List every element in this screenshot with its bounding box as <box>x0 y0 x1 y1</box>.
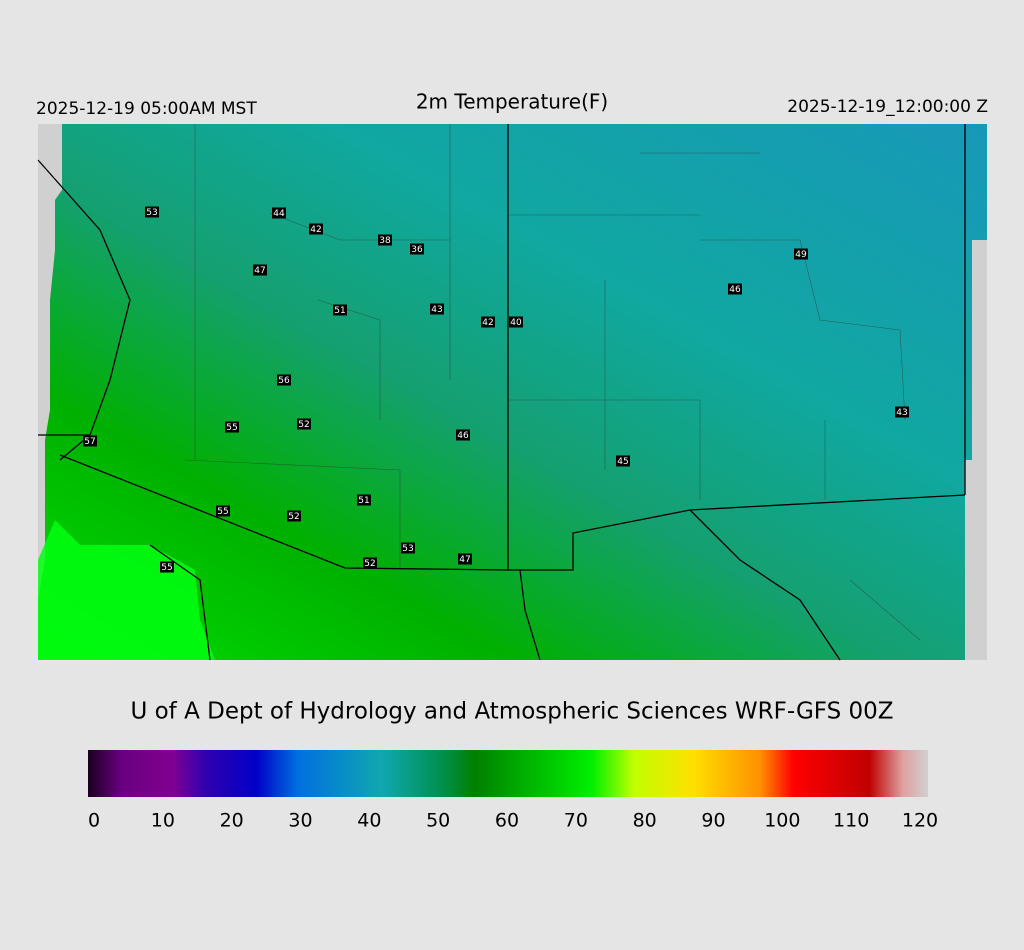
station-value: 47 <box>254 266 265 276</box>
colorbar-tick-label: 110 <box>833 810 869 832</box>
station-box <box>401 542 415 554</box>
init-time: 2025-12-19_12:00:00 Z <box>787 97 988 117</box>
station-value: 55 <box>217 507 228 517</box>
colorbar-tick-label: 60 <box>495 810 519 832</box>
station-box <box>430 303 444 315</box>
station-box <box>277 374 291 386</box>
borders <box>37 124 966 661</box>
colorbar-tick-label: 50 <box>426 810 450 832</box>
station-value: 49 <box>795 250 807 260</box>
station-box <box>83 435 97 447</box>
county-lines <box>184 124 921 641</box>
colorbar <box>88 750 928 797</box>
station-box <box>458 553 472 565</box>
credit: U of A Dept of Hydrology and Atmospheric… <box>130 699 893 725</box>
colorbar-ticks: 0 10 20 30 40 50 60 70 80 90 100 110 120 <box>88 810 938 832</box>
station-value: 52 <box>364 559 375 569</box>
colorbar-tick-label: 30 <box>288 810 312 832</box>
station-value: 38 <box>379 236 391 246</box>
station-box <box>145 206 159 218</box>
station-value: 42 <box>482 318 493 328</box>
station-box <box>287 510 301 522</box>
warm-area <box>38 520 215 660</box>
station-value: 53 <box>402 544 413 554</box>
station-value: 42 <box>310 225 321 235</box>
colorbar-tick-label: 20 <box>220 810 244 832</box>
station-value: 46 <box>729 285 741 295</box>
station-box <box>272 207 286 219</box>
station-value: 52 <box>298 420 309 430</box>
map: 53 44 42 38 36 47 51 43 42 40 49 46 56 55 52 46 57 45 43 51… <box>37 124 987 661</box>
map-title: 2m Temperature(F) <box>416 90 608 114</box>
station-value: 51 <box>358 496 369 506</box>
station-value: 51 <box>334 306 345 316</box>
station-box <box>253 264 267 276</box>
valid-time: 2025-12-19 05:00AM MST <box>36 99 257 119</box>
station-box <box>216 505 230 517</box>
station-value: 46 <box>457 431 469 441</box>
station-box <box>509 316 523 328</box>
colorbar-tick-label: 40 <box>357 810 381 832</box>
station-value: 55 <box>226 423 237 433</box>
station-box <box>378 234 392 246</box>
station-box <box>363 557 377 569</box>
station-box <box>728 283 742 295</box>
station-box <box>481 316 495 328</box>
colorbar-tick-label: 120 <box>902 810 938 832</box>
station-box <box>456 429 470 441</box>
station-box <box>309 223 323 235</box>
station-box <box>357 494 371 506</box>
temperature-field <box>38 124 987 660</box>
station-box <box>616 455 630 467</box>
station-box <box>794 248 808 260</box>
station-value: 40 <box>510 318 522 328</box>
colorbar-tick-label: 10 <box>151 810 175 832</box>
colorbar-tick-label: 70 <box>564 810 588 832</box>
colorbar-tick-label: 0 <box>88 810 100 832</box>
station-value: 43 <box>896 408 907 418</box>
station-box <box>410 243 424 255</box>
station-value: 55 <box>161 563 172 573</box>
station-value: 43 <box>431 305 442 315</box>
station-value: 44 <box>273 209 285 219</box>
station-value: 52 <box>288 512 299 522</box>
station-box <box>225 421 239 433</box>
station-box <box>297 418 311 430</box>
station-value: 56 <box>278 376 290 386</box>
station-box <box>333 304 347 316</box>
station-value: 47 <box>459 555 470 565</box>
station-labels: 53 44 42 38 36 47 51 43 42 40 49 46 56 55 52 46 57 45 43 51… <box>83 206 909 573</box>
station-value: 53 <box>146 208 157 218</box>
station-value: 36 <box>411 245 423 255</box>
colorbar-tick-label: 100 <box>764 810 800 832</box>
station-box <box>160 561 174 573</box>
station-value: 45 <box>617 457 628 467</box>
colorbar-tick-label: 80 <box>633 810 657 832</box>
station-value: 57 <box>84 437 95 447</box>
colorbar-tick-label: 90 <box>701 810 725 832</box>
station-box <box>895 406 909 418</box>
